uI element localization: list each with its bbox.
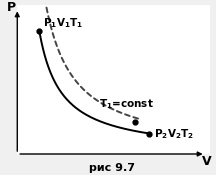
Text: $\mathbf{P_1V_1T_1}$: $\mathbf{P_1V_1T_1}$ bbox=[43, 16, 83, 30]
Text: P: P bbox=[7, 1, 16, 14]
Text: $\mathbf{T_1}$=const: $\mathbf{T_1}$=const bbox=[99, 97, 154, 111]
Text: рис 9.7: рис 9.7 bbox=[89, 163, 135, 173]
Text: $\mathbf{P_2V_2T_2}$: $\mathbf{P_2V_2T_2}$ bbox=[154, 127, 194, 141]
Text: V: V bbox=[202, 155, 211, 168]
